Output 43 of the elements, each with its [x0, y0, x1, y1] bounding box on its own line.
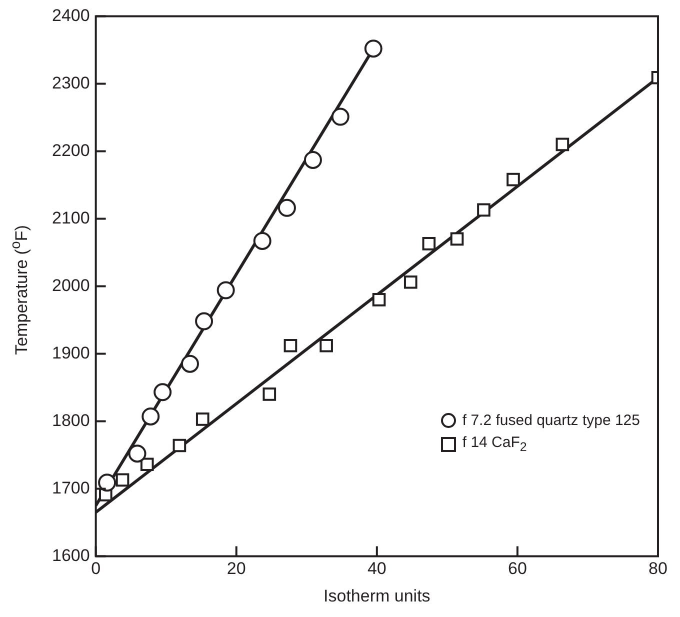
y-tick-label: 2400 — [52, 6, 90, 25]
point — [195, 312, 214, 330]
x-tick-label: 60 — [508, 559, 527, 578]
point — [372, 293, 386, 306]
y-tick-label: 2100 — [52, 208, 90, 228]
y-tick-label: 1700 — [52, 478, 90, 498]
point — [216, 281, 235, 300]
point — [98, 474, 116, 492]
point — [154, 383, 172, 402]
point — [172, 438, 186, 452]
y-tick-label: 2000 — [52, 276, 90, 295]
point — [331, 108, 350, 126]
y-tick-label: 2300 — [52, 73, 90, 92]
x-tick-label: 20 — [226, 559, 246, 578]
point — [422, 237, 436, 250]
point — [404, 275, 418, 289]
point — [320, 338, 333, 352]
point — [284, 338, 298, 352]
point — [180, 354, 199, 373]
y-tick-label: 1800 — [52, 410, 90, 430]
point — [140, 458, 154, 472]
x-tick-label: 40 — [367, 559, 386, 578]
y-tick-label: 1900 — [52, 343, 90, 362]
x-tick-label: 80 — [648, 559, 668, 578]
point — [477, 203, 490, 217]
point — [556, 138, 570, 152]
point — [262, 388, 276, 401]
point — [142, 407, 160, 426]
x-axis-title: Isotherm units — [324, 586, 430, 606]
point — [304, 150, 322, 169]
y-tick-label: 2200 — [52, 140, 90, 160]
point — [128, 444, 146, 463]
legend-label: f 14 CaF$_{2}$ — [462, 434, 527, 454]
legend-label: f 7.2 fused quartz type 125 — [462, 412, 640, 428]
x-tick-label: 0 — [91, 559, 101, 578]
point — [506, 172, 520, 186]
point — [196, 412, 210, 426]
point — [116, 473, 130, 487]
y-tick-label: 1600 — [52, 546, 90, 565]
point — [450, 232, 464, 246]
point — [364, 40, 382, 58]
point — [278, 198, 296, 217]
point — [253, 232, 272, 250]
